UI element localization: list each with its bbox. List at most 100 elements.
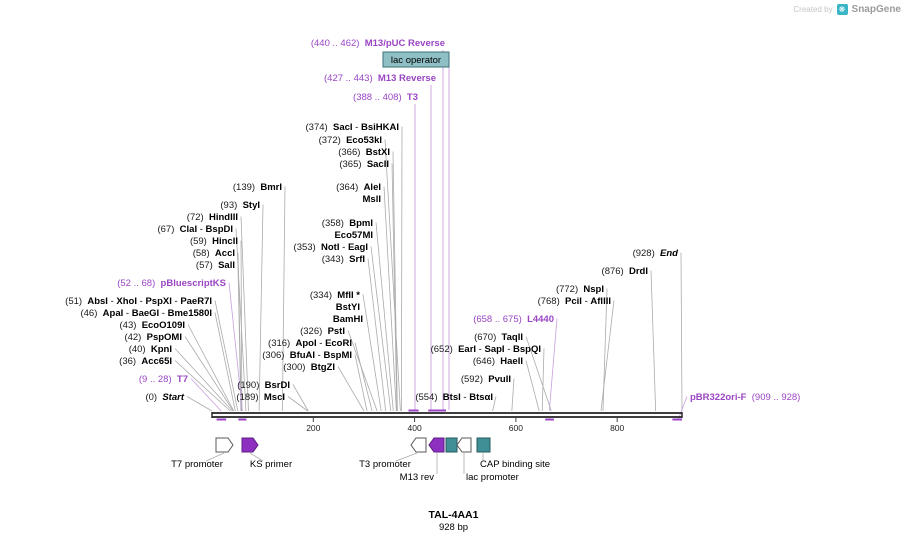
- feature-label-t3-promoter[interactable]: T3 promoter: [359, 459, 411, 470]
- callout-clai[interactable]: (67) ClaI - BspDI: [157, 224, 233, 235]
- callout-eco57mi[interactable]: Eco57MI: [334, 230, 373, 241]
- callout-apoi[interactable]: (316) ApoI - EcoRI: [268, 338, 352, 349]
- callout-noti[interactable]: (353) NotI - EagI: [294, 242, 368, 253]
- callout-saci[interactable]: (374) SacI - BsiHKAI: [306, 122, 399, 133]
- callout-connector: [337, 366, 365, 412]
- callout-connector: [548, 318, 558, 412]
- callout-connector: [525, 360, 540, 412]
- callout-pbluescriptks[interactable]: (52 .. 68) pBluescriptKS: [117, 278, 226, 289]
- watermark-prefix: Created by: [793, 5, 833, 14]
- callout-connector: [354, 342, 373, 412]
- callout-t3[interactable]: (388 .. 408) T3: [353, 92, 418, 103]
- callout-pvuii[interactable]: (592) PvuII: [461, 374, 511, 385]
- callout-connector: [401, 126, 403, 412]
- feature-label-t7-promoter[interactable]: T7 promoter: [171, 459, 223, 470]
- callout-msci[interactable]: (189) MscI: [236, 392, 285, 403]
- lac-promoter-arrow[interactable]: [456, 437, 472, 453]
- map-length-label: 928 bp: [438, 522, 469, 533]
- callout-styi[interactable]: (93) StyI: [220, 200, 260, 211]
- callout-nspi[interactable]: (772) NspI: [556, 284, 604, 295]
- callout-hindiii[interactable]: (72) HindIII: [187, 212, 238, 223]
- feature-label-lac-promoter[interactable]: lac promoter: [466, 472, 519, 483]
- callout-bmri[interactable]: (139) BmrI: [233, 182, 282, 193]
- callout-drdi[interactable]: (876) DrdI: [602, 266, 648, 277]
- callout-lac-operator[interactable]: lac operator: [391, 55, 441, 66]
- callout-pbr322ori-f[interactable]: pBR322ori-F (909 .. 928): [690, 392, 800, 403]
- callout-msli[interactable]: MslI: [363, 194, 381, 205]
- callout-connector: [525, 336, 552, 412]
- callout-bpmi[interactable]: (358) BpmI: [322, 218, 373, 229]
- callout-connector: [354, 354, 368, 412]
- callout-psti[interactable]: (326) PstI: [300, 326, 345, 337]
- callout-connector: [174, 348, 233, 412]
- callout-start[interactable]: (0) Start: [145, 392, 184, 403]
- callout-acc65i[interactable]: (36) Acc65I: [119, 356, 172, 367]
- callout-sacii[interactable]: (365) SacII: [339, 159, 389, 170]
- lac-operator-box[interactable]: [445, 437, 458, 453]
- callout-mfli[interactable]: (334) MflI *: [310, 290, 360, 301]
- watermark: Created by ❋ SnapGene: [793, 4, 901, 15]
- callout-connector: [214, 300, 239, 412]
- feature-label-m13-rev[interactable]: M13 rev: [400, 472, 435, 483]
- callout-eco53ki[interactable]: (372) Eco53kI: [319, 135, 382, 146]
- callout-connector: [287, 396, 308, 412]
- callout-srfi[interactable]: (343) SrfI: [322, 254, 365, 265]
- callout-absi[interactable]: (51) AbsI - XhoI - PspXI - PaeR7I: [65, 296, 212, 307]
- callout-kpni[interactable]: (40) KpnI: [129, 344, 172, 355]
- callout-sali[interactable]: (57) SalI: [196, 260, 235, 271]
- feature-label-cap-binding-site[interactable]: CAP binding site: [480, 459, 550, 470]
- callout-acci[interactable]: (58) AccI: [193, 248, 235, 259]
- callout-connector: [367, 258, 387, 412]
- callout-connector: [392, 151, 398, 412]
- callout-m13-reverse[interactable]: (427 .. 443) M13 Reverse: [324, 73, 436, 84]
- m13-rev-arrow[interactable]: [428, 437, 445, 453]
- axis-tick-label: 400: [407, 423, 421, 433]
- callout-connector: [384, 139, 401, 412]
- cap-binding-site-box[interactable]: [476, 437, 491, 453]
- t7-promoter-arrow[interactable]: [215, 437, 234, 453]
- callout-pspomi[interactable]: (42) PspOMI: [124, 332, 182, 343]
- feature-label-connector: [249, 452, 264, 462]
- callout-taqii[interactable]: (670) TaqII: [474, 332, 523, 343]
- callout-btsi[interactable]: (554) BtsI - BtsαI: [415, 392, 493, 403]
- lac-operator-label-box[interactable]: [382, 51, 450, 68]
- map-title-block: TAL-4AA1 928 bp: [429, 509, 479, 533]
- axis-tick-label: 600: [509, 423, 523, 433]
- callout-haeii[interactable]: (646) HaeII: [473, 356, 523, 367]
- callout-btgzi[interactable]: (300) BtgZI: [283, 362, 335, 373]
- callout-connector: [362, 294, 382, 412]
- callout-connector: [186, 396, 213, 412]
- callout-connector: [541, 348, 545, 412]
- callout-connector: [184, 336, 234, 412]
- ks-primer-arrow[interactable]: [241, 437, 259, 453]
- callout-connector: [511, 378, 515, 412]
- callout-connector: [391, 163, 398, 412]
- callout-m13-puc-reverse[interactable]: (440 .. 462) M13/pUC Reverse: [311, 38, 445, 49]
- callout-connector: [375, 222, 394, 412]
- feature-label-ks-primer[interactable]: KS primer: [250, 459, 292, 470]
- callout-connector: [383, 186, 397, 412]
- callout-eari[interactable]: (652) EarI - SapI - BspQI: [431, 344, 541, 355]
- callout-bamhi[interactable]: BamHI: [333, 314, 363, 325]
- map-title: TAL-4AA1: [428, 509, 479, 521]
- callout-connector: [492, 396, 497, 412]
- callout-bsrdi[interactable]: (190) BsrDI: [237, 380, 290, 391]
- callout-connector: [237, 264, 242, 412]
- callout-pcii[interactable]: (768) PciI - AflIII: [538, 296, 611, 307]
- callout-bstxi[interactable]: (366) BstXI: [338, 147, 390, 158]
- callout-end[interactable]: (928) End: [633, 248, 679, 259]
- t3-promoter-arrow[interactable]: [410, 437, 427, 453]
- feature-label-connector: [395, 452, 418, 462]
- callout-apai[interactable]: (46) ApaI - BaeGI - Bme1580I: [80, 308, 212, 319]
- callout-bstyi[interactable]: BstYI: [336, 302, 360, 313]
- callout-hincii[interactable]: (59) HincII: [190, 236, 238, 247]
- callout-ecoo109i[interactable]: (43) EcoO109I: [120, 320, 186, 331]
- callout-bfuai[interactable]: (306) BfuAI - BspMI: [262, 350, 352, 361]
- callout-connector: [347, 330, 378, 412]
- callout-connector: [190, 378, 222, 412]
- callout-l4440[interactable]: (658 .. 675) L4440: [473, 314, 554, 325]
- callout-t7[interactable]: (9 .. 28) T7: [139, 374, 188, 385]
- callout-connector: [187, 324, 235, 412]
- callout-alei[interactable]: (364) AleI: [336, 182, 381, 193]
